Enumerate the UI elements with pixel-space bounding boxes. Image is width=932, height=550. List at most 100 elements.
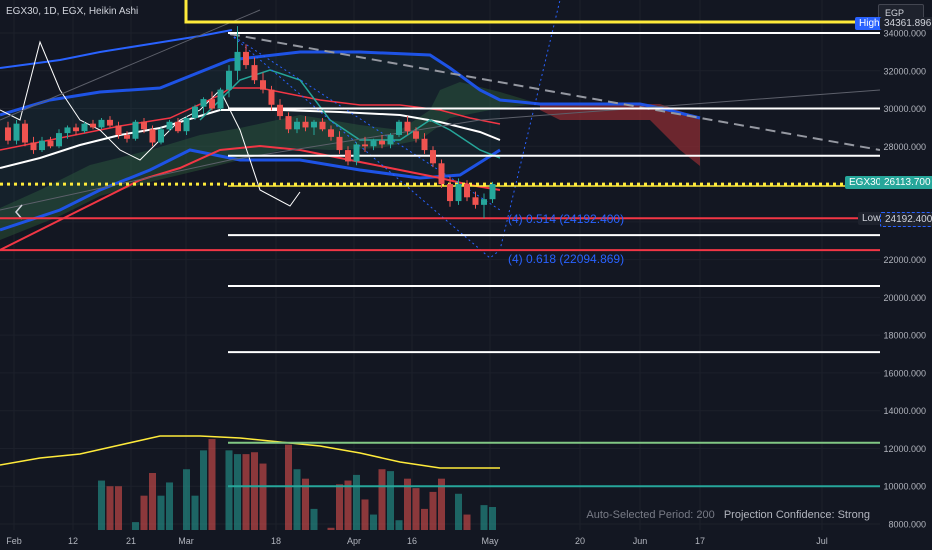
bollinger-fill — [0, 52, 500, 230]
projection-cloud — [540, 104, 700, 166]
candle-body — [328, 129, 334, 137]
fib-514-label: (4) 0.514 (24192.400) — [508, 212, 625, 226]
confidence-text: Projection Confidence: Strong — [723, 509, 870, 521]
volume-bar — [242, 454, 250, 530]
volume-bar — [463, 514, 471, 530]
fib-618-label: (4) 0.618 (22094.869) — [508, 252, 625, 266]
volume-bar — [387, 471, 394, 530]
volume-bar — [225, 450, 233, 530]
price-tick-label: 22000.000 — [883, 255, 926, 265]
candle-body — [47, 140, 54, 147]
candle-body — [243, 51, 249, 66]
candle-body — [251, 65, 258, 81]
volume-bar — [438, 478, 445, 530]
fib-ray — [229, 33, 501, 211]
price-tick-label: 30000.000 — [883, 104, 926, 114]
low-label: Low — [858, 212, 885, 225]
volume-bar — [140, 495, 148, 530]
volume-bar — [149, 473, 156, 530]
candle-body — [124, 134, 130, 139]
price-tick-label: 10000.000 — [883, 482, 926, 492]
candles — [5, 26, 496, 219]
candle-body — [387, 134, 394, 145]
price-axis-bg — [880, 0, 932, 550]
projection-footer: Auto-Selected Period: 200 Projection Con… — [580, 509, 870, 521]
volume-bar — [98, 480, 105, 530]
time-tick-label: 16 — [407, 536, 417, 546]
candle-body — [370, 140, 377, 147]
candle-body — [90, 123, 96, 128]
volume-bar — [157, 495, 165, 530]
low-value: 24192.400 — [880, 212, 932, 227]
candle-body — [260, 80, 266, 90]
candle-body — [404, 121, 411, 132]
candle-body — [302, 121, 309, 128]
candle-body — [319, 121, 326, 130]
volume-bar — [455, 493, 462, 530]
symbol-price-label: EGX30 — [845, 176, 886, 189]
symbol-header: EGX30, 1D, EGX, Heikin Ashi — [6, 6, 139, 17]
volume-bar — [336, 484, 343, 530]
volume-bar — [404, 478, 411, 530]
price-tick-label: 14000.000 — [883, 406, 926, 416]
ichimoku-cloud — [0, 82, 540, 240]
price-tick-label: 12000.000 — [883, 444, 926, 454]
price-tick-label: 32000.000 — [883, 66, 926, 76]
candle-body — [489, 184, 496, 200]
candle-body — [192, 106, 198, 118]
price-tick-label: 28000.000 — [883, 142, 926, 152]
horizontal-levels — [0, 32, 880, 488]
volume-bar — [395, 520, 403, 530]
zigzag-white — [0, 40, 301, 207]
channel-top-line — [0, 29, 233, 69]
candle-body — [311, 121, 317, 128]
volume-bar — [378, 469, 386, 530]
candle-body — [277, 104, 283, 117]
volume-bar — [421, 508, 428, 530]
ma-red — [0, 144, 501, 251]
time-tick-label: 18 — [271, 536, 281, 546]
candle-body — [149, 129, 156, 143]
price-tick-label: 20000.000 — [883, 293, 926, 303]
ma-white — [0, 109, 501, 169]
candle-body — [30, 142, 37, 151]
candle-body — [438, 163, 445, 185]
candle-body — [464, 184, 470, 198]
time-tick-label: Jun — [633, 536, 648, 546]
volume-bar — [480, 505, 488, 530]
candle-body — [39, 140, 45, 151]
indicator-overlays — [0, 0, 880, 259]
volume-bar — [327, 527, 335, 530]
time-tick-label: 17 — [695, 536, 705, 546]
candle-body — [107, 119, 113, 126]
volume-bar — [115, 486, 122, 530]
period-text: Auto-Selected Period: 200 — [586, 509, 715, 521]
volume-bar — [412, 488, 420, 530]
volume-ma — [0, 435, 500, 469]
high-value: 34361.896 — [880, 17, 932, 30]
volume-bar — [344, 480, 352, 530]
volume-bar — [251, 452, 258, 530]
volume-bar — [293, 469, 301, 530]
price-tick-label: 18000.000 — [883, 331, 926, 341]
volume-bar — [106, 486, 114, 530]
high-bracket — [184, 0, 880, 24]
fib-ray-2 — [229, 0, 561, 259]
candle-body — [141, 121, 147, 130]
volume-bar — [200, 450, 207, 530]
candle-body — [217, 89, 224, 109]
last-price-value: 26113.700 — [880, 176, 932, 189]
candle-body — [455, 184, 462, 202]
price-tick-label: 8000.000 — [888, 520, 926, 530]
projection-trend — [229, 33, 880, 151]
candle-body — [413, 131, 419, 139]
candle-body — [234, 51, 241, 71]
time-tick-label: Mar — [178, 536, 194, 546]
time-axis: Feb 12 21 Mar 18 Apr 16 May 20 Jun 17 Jul — [0, 530, 932, 550]
volume-bar — [353, 474, 360, 530]
candle-body — [481, 199, 487, 205]
volume-bar — [302, 478, 309, 530]
volume-bar — [183, 469, 190, 530]
time-tick-label: Apr — [347, 536, 361, 546]
